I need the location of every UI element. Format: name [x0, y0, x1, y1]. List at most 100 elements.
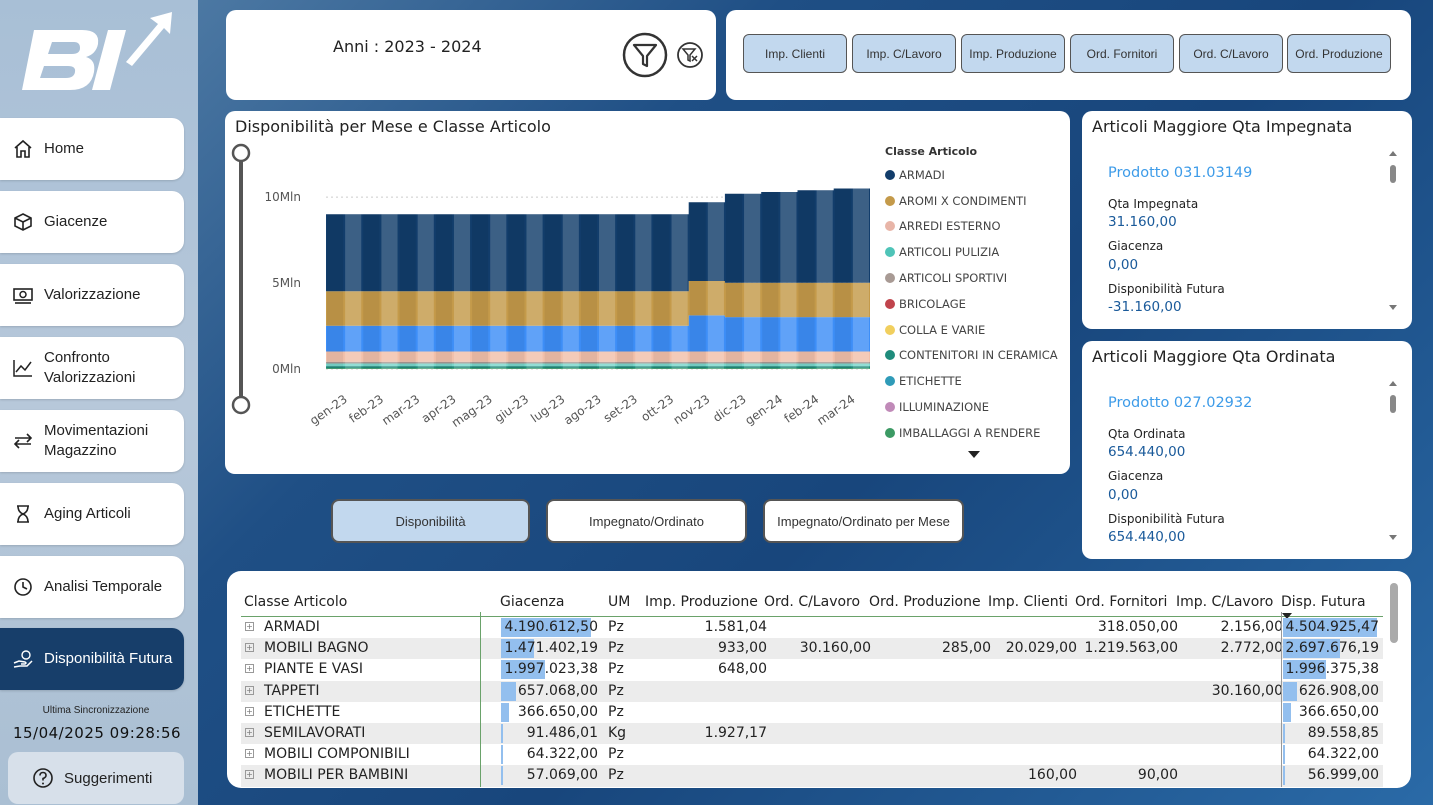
- legend-item[interactable]: IMBALLAGGI A RENDERE: [885, 420, 1065, 446]
- card-scrollbar[interactable]: [1386, 379, 1400, 549]
- legend-item[interactable]: ARTICOLI SPORTIVI: [885, 265, 1065, 291]
- nav-item-valorizzazione[interactable]: Valorizzazione: [0, 264, 184, 326]
- col-header-imp-clavoro[interactable]: Imp. C/Lavoro: [1176, 594, 1274, 610]
- toggle-impegnato-ordinato-mese[interactable]: Impegnato/Ordinato per Mese: [763, 499, 964, 543]
- month-column-nov-23[interactable]: [689, 202, 706, 369]
- nav-item-confronto-valorizzazioni[interactable]: Confronto Valorizzazioni: [0, 337, 184, 399]
- nav-item-movimentazioni-magazzino[interactable]: Movimentazioni Magazzino: [0, 410, 184, 472]
- card-scrollbar[interactable]: [1386, 149, 1400, 319]
- month-column-apr-23[interactable]: [435, 214, 452, 369]
- expand-row-icon[interactable]: +: [245, 685, 254, 695]
- month-column-set-23[interactable]: [617, 214, 634, 369]
- table-row[interactable]: + MOBILI COMPONIBILI 64.322,00 Pz 64.322,00: [241, 744, 1383, 765]
- col-header-um[interactable]: UM: [608, 594, 631, 610]
- month-column-gen-24[interactable]: [780, 191, 797, 369]
- tab-imp-produzione[interactable]: Imp. Produzione: [961, 34, 1065, 73]
- expand-row-icon[interactable]: +: [245, 643, 254, 653]
- legend-item[interactable]: ARTICOLI PULIZIA: [885, 239, 1065, 265]
- month-column-feb-24[interactable]: [816, 190, 833, 369]
- range-slider-handle-bottom[interactable]: [231, 395, 251, 415]
- month-column-ago-23[interactable]: [599, 214, 616, 369]
- table-row[interactable]: + SEMILAVORATI 91.486,01 Kg 1.927,17 89.558,8…: [241, 722, 1383, 745]
- table-scrollbar[interactable]: [1390, 583, 1398, 643]
- col-header-ord-clavoro[interactable]: Ord. C/Lavoro: [764, 594, 861, 610]
- area-series-thin[interactable]: [326, 368, 870, 369]
- expand-row-icon[interactable]: +: [245, 749, 254, 759]
- area-series-armadi[interactable]: [326, 188, 870, 292]
- legend-item[interactable]: ILLUMINAZIONE: [885, 394, 1065, 420]
- expand-row-icon[interactable]: +: [245, 664, 254, 674]
- month-column-mar-24[interactable]: [852, 188, 869, 369]
- table-row[interactable]: + MOBILI BAGNO 1.471.402,19 Pz 933,00 30.160,…: [241, 638, 1383, 660]
- month-column-feb-23[interactable]: [363, 214, 380, 369]
- month-column-gen-24[interactable]: [762, 191, 779, 369]
- legend-item[interactable]: ETICHETTE: [885, 368, 1065, 394]
- month-column-set-23[interactable]: [635, 214, 652, 369]
- table-row[interactable]: + TAPPETI 657.068,00 Pz 30.160,00 626.908,00: [241, 680, 1383, 702]
- legend-item[interactable]: AROMI X CONDIMENTI: [885, 188, 1065, 214]
- col-header-giacenza[interactable]: Giacenza: [500, 594, 565, 610]
- nav-item-analisi-temporale[interactable]: Analisi Temporale: [0, 556, 184, 618]
- month-column-ago-23[interactable]: [580, 214, 597, 369]
- col-header-imp-produzione[interactable]: Imp. Produzione: [645, 594, 758, 610]
- area-series-arredi-esterno[interactable]: [326, 351, 870, 362]
- month-column-dic-23[interactable]: [744, 193, 761, 369]
- col-header-imp-clienti[interactable]: Imp. Clienti: [988, 594, 1068, 610]
- col-header-disp-futura[interactable]: Disp. Futura: [1281, 594, 1366, 610]
- month-column-feb-24[interactable]: [798, 190, 815, 369]
- expand-row-icon[interactable]: +: [245, 770, 254, 780]
- month-column-feb-23[interactable]: [381, 214, 398, 369]
- month-column-gen-23[interactable]: [345, 214, 362, 369]
- legend-item[interactable]: BRICOLAGE: [885, 291, 1065, 317]
- toggle-impegnato-ordinato[interactable]: Impegnato/Ordinato: [546, 499, 747, 543]
- month-column-mag-23[interactable]: [490, 214, 507, 369]
- col-header-classe[interactable]: Classe Articolo: [244, 594, 348, 610]
- expand-row-icon[interactable]: +: [245, 727, 254, 737]
- area-series-thin[interactable]: [326, 361, 870, 364]
- month-column-ott-23[interactable]: [671, 214, 688, 369]
- month-column-mar-23[interactable]: [417, 214, 434, 369]
- table-row[interactable]: + PIANTE E VASI 1.997.023,38 Pz 648,00 1.996.…: [241, 659, 1383, 680]
- month-column-ott-23[interactable]: [653, 214, 670, 369]
- area-series-thin[interactable]: [326, 366, 870, 369]
- month-column-dic-23[interactable]: [725, 193, 743, 369]
- clear-filter-icon[interactable]: [676, 41, 704, 69]
- month-column-mag-23[interactable]: [472, 214, 489, 369]
- month-column-apr-23[interactable]: [453, 214, 471, 369]
- month-column-mar-24[interactable]: [834, 188, 851, 369]
- tab-ord-produzione[interactable]: Ord. Produzione: [1287, 34, 1391, 73]
- tab-ord-clavoro[interactable]: Ord. C/Lavoro: [1179, 34, 1283, 73]
- legend-item[interactable]: ARMADI: [885, 162, 1065, 188]
- col-header-ord-produzione[interactable]: Ord. Produzione: [869, 594, 981, 610]
- expand-row-icon[interactable]: +: [245, 622, 254, 631]
- legend-scroll-down-icon[interactable]: [967, 449, 981, 459]
- table-row[interactable]: + MOBILI PER BAMBINI 57.069,00 Pz 160,00 90,0…: [241, 765, 1383, 787]
- tab-ord-fornitori[interactable]: Ord. Fornitori: [1070, 34, 1174, 73]
- nav-item-disponibilita-futura[interactable]: Disponibilità Futura: [0, 628, 184, 690]
- area-series-piante-e-vasi[interactable]: [326, 315, 870, 352]
- filter-icon[interactable]: [622, 32, 668, 78]
- suggestions-button[interactable]: Suggerimenti: [8, 752, 184, 804]
- table-row[interactable]: + ETICHETTE 366.650,00 Pz 366.650,00: [241, 702, 1383, 723]
- area-series-thin[interactable]: [326, 363, 870, 367]
- month-column-nov-23[interactable]: [707, 202, 724, 369]
- legend-item[interactable]: CONTENITORI IN CERAMICA: [885, 343, 1065, 369]
- month-column-giu-23[interactable]: [508, 214, 525, 369]
- legend-item[interactable]: ARREDI ESTERNO: [885, 214, 1065, 240]
- tab-imp-clavoro[interactable]: Imp. C/Lavoro: [852, 34, 956, 73]
- nav-item-giacenze[interactable]: Giacenze: [0, 191, 184, 253]
- col-header-ord-fornitori[interactable]: Ord. Fornitori: [1075, 594, 1168, 610]
- area-series-aromi-x-condimenti[interactable]: [326, 281, 870, 326]
- month-column-mar-23[interactable]: [399, 214, 416, 369]
- month-column-lug-23[interactable]: [562, 214, 579, 369]
- expand-row-icon[interactable]: +: [245, 706, 254, 716]
- toggle-disponibilita[interactable]: Disponibilità: [331, 499, 530, 543]
- nav-item-home[interactable]: Home: [0, 118, 184, 180]
- nav-item-aging-articoli[interactable]: Aging Articoli: [0, 483, 184, 545]
- table-row[interactable]: + ARMADI 4.190.612,50 Pz 1.581,04 318.050,00 2…: [241, 617, 1383, 638]
- tab-imp-clienti[interactable]: Imp. Clienti: [743, 34, 847, 73]
- range-slider-handle-top[interactable]: [231, 143, 251, 163]
- month-column-giu-23[interactable]: [526, 214, 543, 369]
- month-column-lug-23[interactable]: [544, 214, 561, 369]
- legend-item[interactable]: COLLA E VARIE: [885, 317, 1065, 343]
